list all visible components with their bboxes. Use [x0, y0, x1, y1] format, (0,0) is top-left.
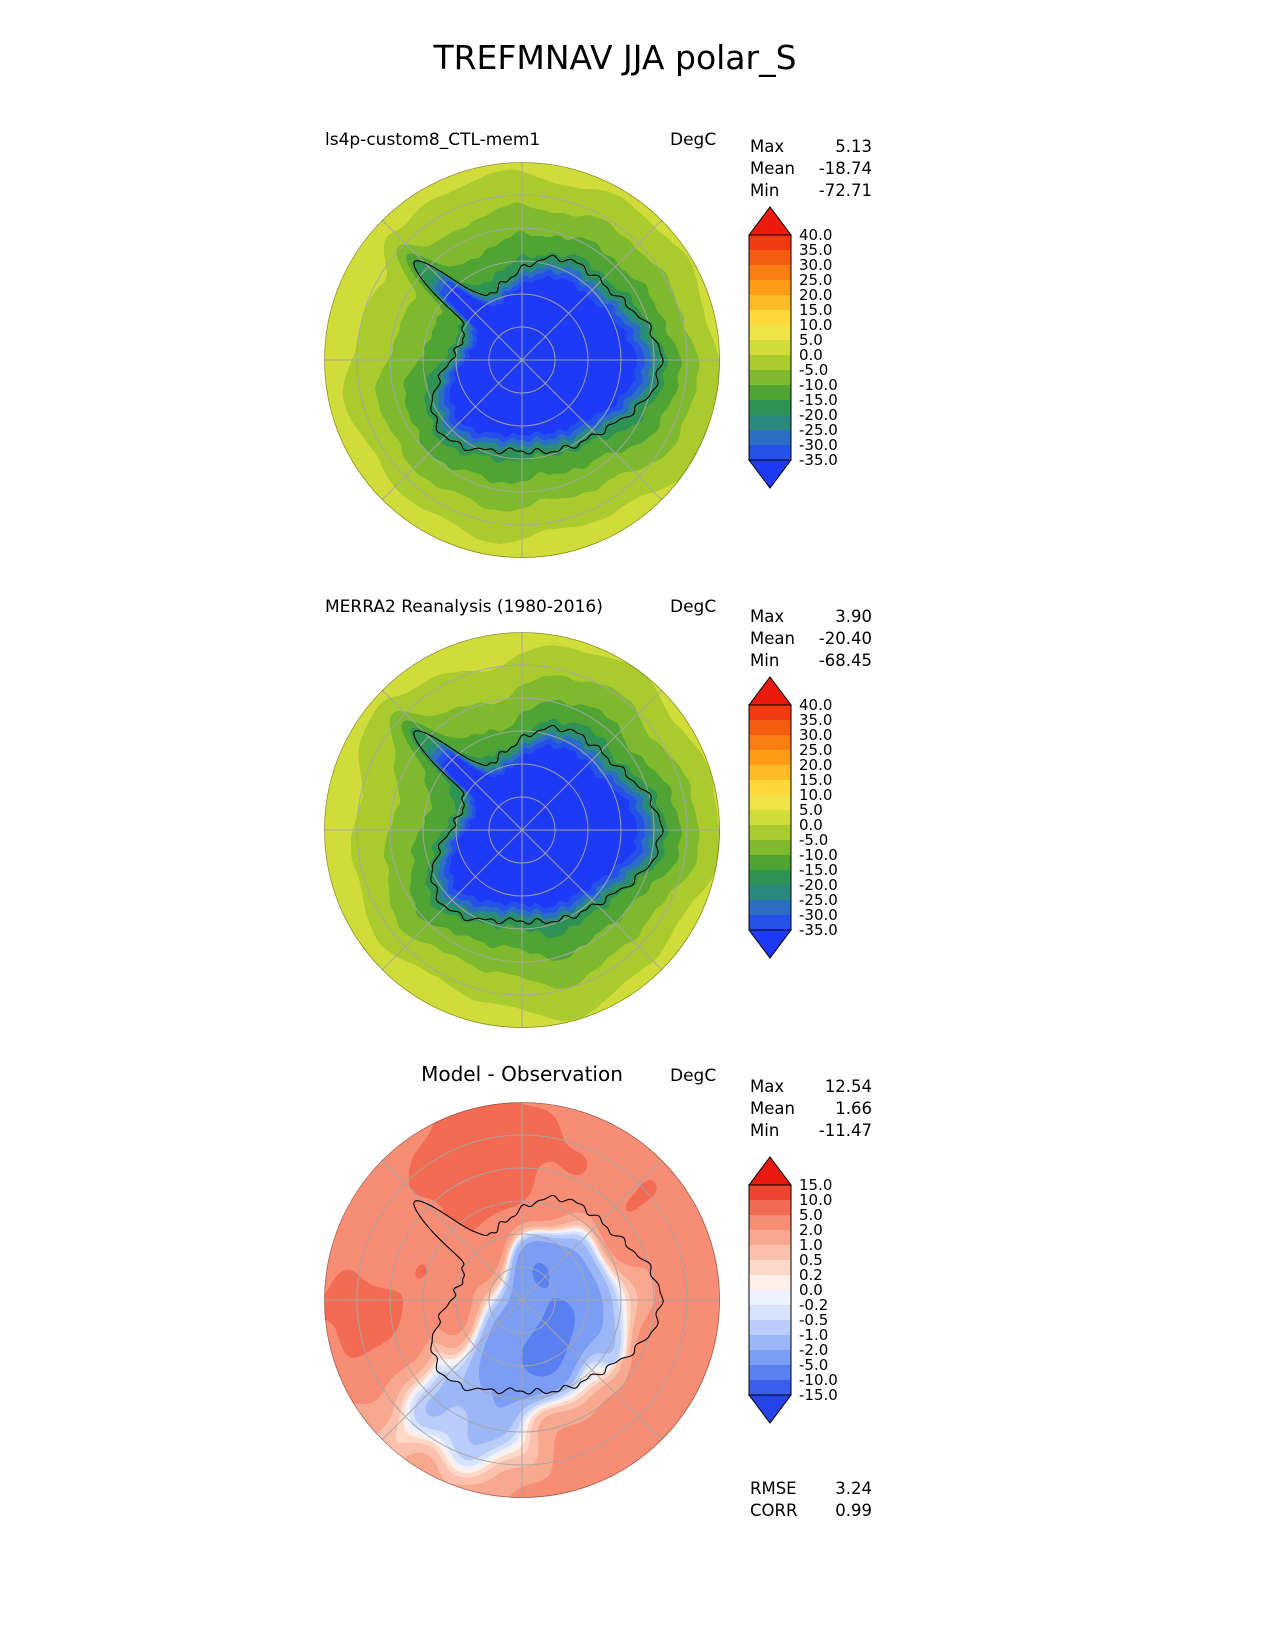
- svg-text:0.0: 0.0: [799, 816, 823, 834]
- svg-text:-20.0: -20.0: [799, 406, 838, 424]
- svg-text:-15.0: -15.0: [799, 391, 838, 409]
- mean-label: Mean: [750, 159, 795, 178]
- svg-text:15.0: 15.0: [799, 771, 832, 789]
- svg-text:-15.0: -15.0: [799, 1386, 838, 1404]
- max-label: Max: [750, 1077, 785, 1096]
- svg-text:0.2: 0.2: [799, 1266, 823, 1284]
- mean-label: Mean: [750, 629, 795, 648]
- max-label: Max: [750, 607, 785, 626]
- svg-text:40.0: 40.0: [799, 696, 832, 714]
- stat-row-mean: Mean 1.66: [750, 1098, 872, 1120]
- panel-obs-units: DegC: [670, 597, 717, 617]
- panel-model-units: DegC: [670, 130, 717, 150]
- svg-text:15.0: 15.0: [799, 301, 832, 319]
- min-value: -11.47: [818, 1121, 872, 1140]
- svg-text:10.0: 10.0: [799, 316, 832, 334]
- diff-metrics: RMSE 3.24 CORR 0.99: [750, 1478, 872, 1522]
- svg-text:20.0: 20.0: [799, 286, 832, 304]
- panel-diff-units: DegC: [670, 1066, 717, 1086]
- diff-colorbar: 15.0 10.0 5.0 2.0 1.0 0.5 0.2 0.0 -0.2 -0.5 -1.0 -2…: [748, 1156, 863, 1428]
- min-value: -68.45: [818, 651, 872, 670]
- svg-text:-5.0: -5.0: [799, 831, 828, 849]
- svg-text:-0.5: -0.5: [799, 1311, 828, 1329]
- svg-text:1.0: 1.0: [799, 1236, 823, 1254]
- svg-text:25.0: 25.0: [799, 271, 832, 289]
- svg-text:5.0: 5.0: [799, 801, 823, 819]
- panel-diff-label: Model - Observation: [421, 1062, 623, 1086]
- svg-text:10.0: 10.0: [799, 786, 832, 804]
- mean-label: Mean: [750, 1099, 795, 1118]
- svg-text:-10.0: -10.0: [799, 846, 838, 864]
- svg-text:-35.0: -35.0: [799, 451, 838, 469]
- svg-text:-0.2: -0.2: [799, 1296, 828, 1314]
- svg-text:0.0: 0.0: [799, 1281, 823, 1299]
- max-value: 12.54: [824, 1077, 872, 1096]
- svg-text:-10.0: -10.0: [799, 1371, 838, 1389]
- stat-row-max: Max 3.90: [750, 606, 872, 628]
- svg-text:-10.0: -10.0: [799, 376, 838, 394]
- diff-polar-map: [322, 1100, 722, 1500]
- svg-text:2.0: 2.0: [799, 1221, 823, 1239]
- svg-text:0.5: 0.5: [799, 1251, 823, 1269]
- panel-model-label: ls4p-custom8_CTL-mem1: [325, 130, 541, 150]
- rmse-value: 3.24: [835, 1479, 872, 1498]
- corr-label: CORR: [750, 1501, 798, 1520]
- svg-text:-35.0: -35.0: [799, 921, 838, 939]
- mean-value: 1.66: [835, 1099, 872, 1118]
- model-stats: Max 5.13 Mean -18.74 Min -72.71: [750, 136, 872, 202]
- mean-value: -20.40: [818, 629, 872, 648]
- stat-row-rmse: RMSE 3.24: [750, 1478, 872, 1500]
- model-colorbar: 40.0 35.0 30.0 25.0 20.0 15.0 10.0 5.0 0.0 -5.0 -1…: [748, 206, 863, 493]
- svg-text:25.0: 25.0: [799, 741, 832, 759]
- svg-text:15.0: 15.0: [799, 1176, 832, 1194]
- svg-text:-30.0: -30.0: [799, 436, 838, 454]
- model-polar-map: [322, 160, 722, 560]
- svg-text:-2.0: -2.0: [799, 1341, 828, 1359]
- obs-polar-map: [322, 630, 722, 1030]
- mean-value: -18.74: [818, 159, 872, 178]
- svg-text:30.0: 30.0: [799, 726, 832, 744]
- svg-text:5.0: 5.0: [799, 331, 823, 349]
- obs-stats: Max 3.90 Mean -20.40 Min -68.45: [750, 606, 872, 672]
- svg-text:0.0: 0.0: [799, 346, 823, 364]
- stat-row-min: Min -68.45: [750, 650, 872, 672]
- svg-text:5.0: 5.0: [799, 1206, 823, 1224]
- stat-row-mean: Mean -20.40: [750, 628, 872, 650]
- svg-text:20.0: 20.0: [799, 756, 832, 774]
- max-value: 3.90: [835, 607, 872, 626]
- svg-text:-25.0: -25.0: [799, 421, 838, 439]
- figure-title: TREFMNAV JJA polar_S: [433, 38, 797, 77]
- svg-text:-15.0: -15.0: [799, 861, 838, 879]
- panel-obs-label: MERRA2 Reanalysis (1980-2016): [325, 597, 603, 617]
- diff-stats: Max 12.54 Mean 1.66 Min -11.47: [750, 1076, 872, 1142]
- min-label: Min: [750, 651, 780, 670]
- svg-text:30.0: 30.0: [799, 256, 832, 274]
- obs-colorbar: 40.0 35.0 30.0 25.0 20.0 15.0 10.0 5.0 0.0 -5.0 -1…: [748, 676, 863, 963]
- svg-text:-5.0: -5.0: [799, 1356, 828, 1374]
- svg-text:35.0: 35.0: [799, 711, 832, 729]
- svg-text:-25.0: -25.0: [799, 891, 838, 909]
- max-label: Max: [750, 137, 785, 156]
- stat-row-mean: Mean -18.74: [750, 158, 872, 180]
- stat-row-corr: CORR 0.99: [750, 1500, 872, 1522]
- svg-text:35.0: 35.0: [799, 241, 832, 259]
- svg-text:-1.0: -1.0: [799, 1326, 828, 1344]
- corr-value: 0.99: [835, 1501, 872, 1520]
- stat-row-min: Min -72.71: [750, 180, 872, 202]
- svg-text:-5.0: -5.0: [799, 361, 828, 379]
- stat-row-min: Min -11.47: [750, 1120, 872, 1142]
- svg-text:10.0: 10.0: [799, 1191, 832, 1209]
- min-label: Min: [750, 181, 780, 200]
- stat-row-max: Max 5.13: [750, 136, 872, 158]
- stat-row-max: Max 12.54: [750, 1076, 872, 1098]
- svg-text:40.0: 40.0: [799, 226, 832, 244]
- svg-text:-30.0: -30.0: [799, 906, 838, 924]
- min-label: Min: [750, 1121, 780, 1140]
- max-value: 5.13: [835, 137, 872, 156]
- rmse-label: RMSE: [750, 1479, 797, 1498]
- min-value: -72.71: [818, 181, 872, 200]
- svg-text:-20.0: -20.0: [799, 876, 838, 894]
